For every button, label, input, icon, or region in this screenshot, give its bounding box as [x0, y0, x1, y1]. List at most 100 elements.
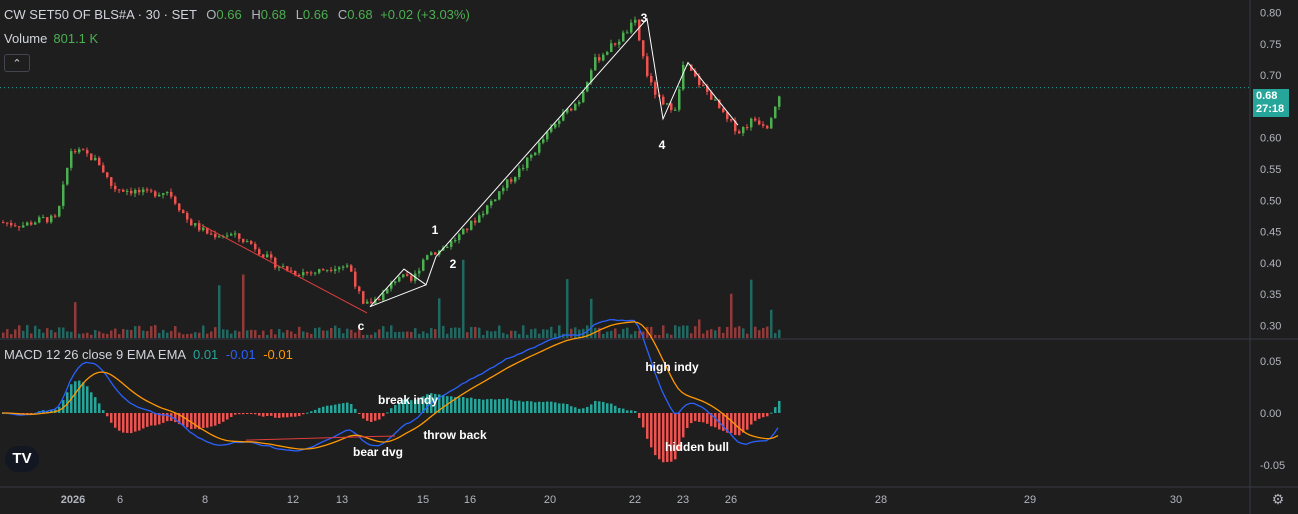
- candle-body: [158, 194, 161, 197]
- signal-line: [2, 321, 779, 450]
- candle-body: [562, 112, 565, 121]
- change-value: +0.02 (+3.03%): [380, 7, 470, 22]
- candle-body: [622, 32, 625, 42]
- macd-histogram-bar: [242, 413, 245, 415]
- volume-bar: [326, 330, 329, 338]
- volume-bar: [490, 331, 493, 338]
- volume-bar: [26, 325, 29, 338]
- volume-bar: [458, 327, 461, 338]
- gear-icon[interactable]: ⚙: [1271, 491, 1285, 507]
- candle-body: [286, 266, 289, 271]
- volume-bar: [266, 334, 269, 338]
- candle-body: [230, 233, 233, 236]
- volume-bar: [414, 328, 417, 338]
- candle-body: [58, 205, 61, 217]
- volume-bar: [470, 327, 473, 338]
- candle-body: [558, 120, 561, 124]
- volume-bar: [182, 334, 185, 338]
- macd-histogram-bar: [726, 413, 729, 433]
- candle-body: [278, 266, 281, 268]
- candle-body: [294, 270, 297, 275]
- collapse-legend-button[interactable]: ⌃: [4, 54, 30, 72]
- volume-bar: [198, 332, 201, 338]
- volume-bar: [738, 326, 741, 338]
- candle-body: [26, 222, 29, 226]
- macd-histogram-bar: [598, 401, 601, 413]
- volume-bar: [314, 328, 317, 338]
- time-tick-label: 16: [464, 494, 476, 506]
- candle-body: [754, 118, 757, 121]
- volume-bar: [98, 331, 101, 338]
- macd-histogram-bar: [306, 412, 309, 414]
- macd-histogram-bar: [610, 403, 613, 413]
- macd-histogram-bar: [410, 400, 413, 413]
- candle-body: [434, 252, 437, 255]
- volume-bar: [34, 325, 37, 338]
- macd-histogram-bar: [194, 413, 197, 429]
- candle-body: [258, 249, 261, 255]
- candle-body: [386, 288, 389, 294]
- candle-body: [198, 223, 201, 231]
- macd-histogram-bar: [530, 401, 533, 413]
- macd-histogram-bar: [174, 413, 177, 423]
- macd-histogram-bar: [542, 401, 545, 413]
- open-label: O: [206, 7, 217, 22]
- high-value: 0.68: [260, 7, 287, 22]
- macd-histogram-bar: [478, 398, 481, 413]
- macd-histogram-bar: [414, 399, 417, 413]
- volume-bar: [346, 328, 349, 338]
- volume-bar: [210, 331, 213, 338]
- candle-body: [578, 102, 581, 104]
- macd-histogram-bar: [190, 413, 193, 430]
- macd-histogram-bar: [166, 413, 169, 422]
- volume-bar: [598, 327, 601, 338]
- price-tick-label: 0.45: [1260, 227, 1281, 239]
- candle-body: [70, 151, 73, 168]
- macd-histogram-bar: [334, 404, 337, 413]
- candle-body: [766, 125, 769, 129]
- macd-histogram-bar: [102, 410, 105, 413]
- candle-body: [174, 196, 177, 204]
- macd-histogram-bar: [514, 400, 517, 413]
- volume-bar: [566, 279, 569, 338]
- volume-bar: [366, 334, 369, 338]
- macd-histogram-bar: [346, 402, 349, 413]
- wave-label: 3: [641, 11, 648, 25]
- macd-histogram-bar: [254, 413, 257, 415]
- candle-body: [646, 56, 649, 77]
- candle-body: [50, 215, 53, 223]
- macd-histogram-bar: [650, 413, 653, 448]
- close-value: 0.68: [347, 7, 373, 22]
- macd-legend[interactable]: MACD 12 26 close 9 EMA EMA 0.01 -0.01 -0…: [4, 347, 293, 362]
- macd-histogram-bar: [642, 413, 645, 428]
- candle-body: [606, 52, 609, 55]
- macd-histogram-bar: [154, 413, 157, 426]
- macd-histogram-bar: [270, 413, 273, 416]
- time-tick-label: 6: [117, 494, 123, 506]
- candle-body: [10, 223, 13, 226]
- candle-body: [638, 19, 641, 41]
- candle-body: [614, 43, 617, 45]
- volume-bar: [742, 328, 745, 338]
- macd-histogram-bar: [494, 399, 497, 413]
- macd-histogram-bar: [578, 408, 581, 413]
- volume-bar: [570, 328, 573, 338]
- volume-legend[interactable]: Volume 801.1 K: [4, 31, 98, 46]
- time-tick-label: 15: [417, 494, 429, 506]
- candle-body: [30, 222, 33, 225]
- candle-body: [458, 234, 461, 241]
- macd-histogram-bar: [434, 393, 437, 413]
- candle-body: [254, 243, 257, 250]
- volume-bar: [130, 330, 133, 338]
- candle-body: [350, 265, 353, 272]
- candle-body: [238, 233, 241, 239]
- candle-body: [82, 149, 85, 151]
- volume-bar: [722, 332, 725, 338]
- candle-body: [510, 179, 513, 182]
- macd-histogram-bar: [290, 413, 293, 417]
- tradingview-logo-icon[interactable]: TV: [5, 446, 39, 472]
- volume-bar: [298, 326, 301, 338]
- candle-body: [114, 185, 117, 190]
- macd-histogram-bar: [98, 403, 101, 413]
